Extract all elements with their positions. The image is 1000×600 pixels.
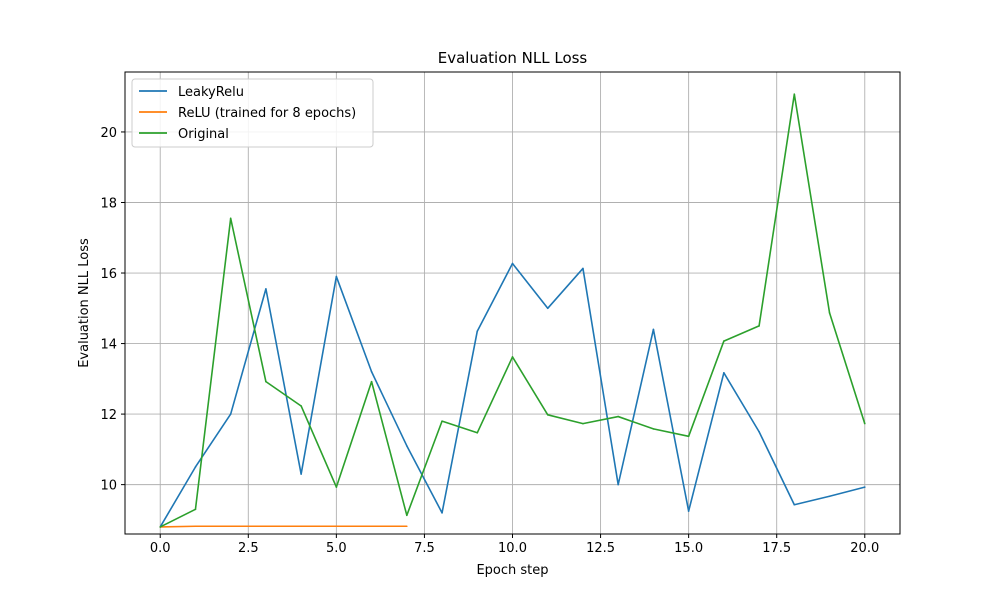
data-point bbox=[652, 328, 655, 331]
series-lines bbox=[159, 93, 866, 528]
x-tick-label: 10.0 bbox=[498, 541, 527, 556]
data-point bbox=[229, 413, 232, 415]
data-point bbox=[652, 428, 655, 430]
data-point bbox=[335, 525, 338, 528]
y-tick-label: 16 bbox=[100, 267, 117, 282]
data-point bbox=[370, 380, 373, 383]
x-axis-label: Epoch step bbox=[476, 563, 548, 578]
data-point bbox=[617, 415, 619, 418]
y-tick-label: 18 bbox=[100, 196, 117, 211]
data-point bbox=[194, 508, 197, 511]
data-point bbox=[723, 340, 725, 342]
data-point bbox=[265, 525, 267, 528]
data-point bbox=[793, 503, 796, 506]
x-tick-label: 2.5 bbox=[238, 541, 259, 556]
y-tick-label: 10 bbox=[100, 479, 117, 494]
y-axis-label: Evaluation NLL Loss bbox=[77, 238, 92, 368]
data-point bbox=[194, 525, 197, 528]
axis-ticks: 0.0 2.5 5.0 7.5 10.0 12.5 15.0 17.5 20.0 10 12 14 16… bbox=[100, 126, 879, 556]
data-point bbox=[723, 372, 725, 374]
data-point bbox=[687, 435, 690, 438]
data-point bbox=[863, 486, 866, 488]
y-tick-label: 12 bbox=[100, 408, 117, 423]
x-tick-label: 20.0 bbox=[850, 541, 879, 556]
y-tick-label: 14 bbox=[100, 338, 117, 353]
data-point bbox=[300, 525, 302, 528]
data-point bbox=[617, 483, 619, 486]
y-tick-label: 20 bbox=[100, 126, 117, 141]
x-tick-label: 15.0 bbox=[674, 541, 703, 556]
x-tick-label: 7.5 bbox=[414, 541, 435, 556]
x-tick-label: 17.5 bbox=[762, 541, 791, 556]
data-point bbox=[441, 512, 443, 514]
x-tick-label: 5.0 bbox=[326, 541, 347, 556]
legend-box bbox=[131, 78, 374, 148]
legend-label: ReLU (trained for 8 epochs) bbox=[178, 106, 356, 121]
legend: LeakyRelu ReLU (trained for 8 epochs) Orig… bbox=[131, 78, 374, 148]
data-point bbox=[863, 422, 866, 425]
data-point bbox=[476, 431, 479, 434]
data-point bbox=[687, 510, 690, 512]
chart-title: Evaluation NLL Loss bbox=[438, 49, 588, 67]
data-point bbox=[828, 495, 831, 498]
data-point bbox=[406, 445, 408, 447]
data-point bbox=[229, 217, 232, 220]
data-point bbox=[476, 330, 479, 333]
data-point bbox=[335, 486, 338, 488]
series-line-1 bbox=[160, 525, 407, 528]
data-point bbox=[828, 312, 831, 314]
data-point bbox=[159, 526, 162, 528]
data-point bbox=[758, 325, 760, 327]
data-point bbox=[300, 405, 302, 407]
data-point bbox=[229, 525, 232, 528]
legend-label: LeakyRelu bbox=[178, 85, 244, 100]
data-point bbox=[793, 93, 796, 96]
data-point bbox=[370, 525, 373, 528]
data-point bbox=[582, 267, 584, 270]
data-point bbox=[300, 473, 302, 475]
legend-label: Original bbox=[178, 127, 229, 142]
data-point bbox=[265, 380, 267, 383]
data-point bbox=[511, 262, 514, 265]
data-point bbox=[406, 514, 408, 517]
data-point bbox=[546, 413, 549, 416]
data-point bbox=[265, 288, 267, 290]
data-point bbox=[406, 525, 408, 528]
data-point bbox=[758, 430, 760, 433]
data-point bbox=[194, 466, 197, 468]
x-tick-label: 0.0 bbox=[150, 541, 171, 556]
data-point bbox=[546, 307, 549, 310]
data-point bbox=[582, 422, 584, 425]
data-point bbox=[335, 275, 338, 278]
grid bbox=[125, 72, 900, 534]
data-point bbox=[370, 370, 373, 373]
x-tick-label: 12.5 bbox=[586, 541, 615, 556]
data-point bbox=[441, 420, 443, 422]
data-point bbox=[511, 356, 514, 358]
